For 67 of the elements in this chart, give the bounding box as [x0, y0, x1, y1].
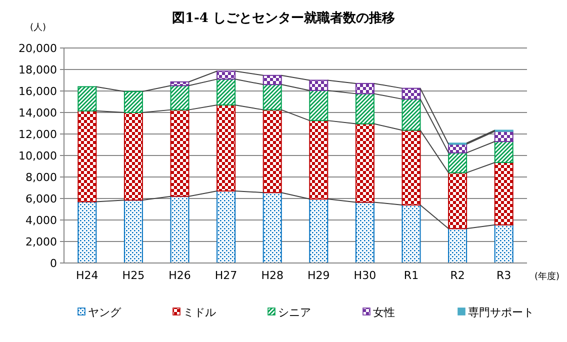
bar [170, 85, 190, 110]
legend-label: 専門サポート [468, 306, 534, 319]
bar [170, 109, 190, 197]
bar [124, 112, 143, 201]
x-tick-label: H29 [308, 269, 330, 282]
x-axis-title: (年度) [534, 271, 560, 282]
bar [309, 80, 328, 91]
y-tick-label: 18,000 [18, 64, 57, 76]
y-tick-label: 8,000 [26, 171, 57, 184]
y-tick-label: 2,000 [26, 236, 57, 248]
legend-label: ヤング [88, 306, 122, 319]
x-tick-label: H24 [76, 269, 98, 282]
y-tick-label: 20,000 [18, 42, 57, 55]
y-axis-title: (人) [30, 22, 46, 33]
bar [78, 110, 97, 202]
bar [170, 81, 190, 86]
y-tick-label: 6,000 [26, 192, 57, 206]
bar [448, 228, 468, 264]
bar [355, 123, 374, 203]
x-tick-label: H27 [214, 269, 238, 282]
bar [309, 90, 328, 122]
bar [494, 224, 514, 264]
chart-title: 図1-4 しごとセンター就職者数の推移 [172, 10, 396, 26]
bar [216, 104, 236, 192]
bar [402, 204, 421, 264]
bar [170, 196, 190, 264]
x-tick-label: H25 [122, 269, 145, 282]
bar [448, 152, 468, 174]
bar [355, 202, 374, 264]
x-tick-label: H30 [354, 269, 376, 282]
bar [124, 91, 143, 113]
bar [355, 93, 374, 124]
bar [494, 141, 514, 163]
bar [78, 86, 97, 112]
x-tick-label: R2 [450, 269, 465, 282]
bar [216, 190, 236, 264]
legend-label: 女性 [373, 306, 395, 319]
x-tick-label: H28 [261, 269, 284, 282]
y-tick-label: 4,000 [26, 214, 57, 227]
legend-label: シニア [278, 306, 311, 319]
y-tick-label: 12,000 [18, 128, 57, 141]
x-tick-label: H26 [168, 269, 191, 282]
y-tick-label: 0 [50, 257, 57, 270]
bar [402, 130, 421, 206]
bar [262, 84, 282, 110]
y-tick-label: 14,000 [18, 106, 57, 120]
bar [402, 98, 421, 131]
bar [262, 109, 282, 194]
bar [262, 192, 282, 264]
y-tick-label: 10,000 [18, 150, 57, 162]
bar [448, 172, 468, 230]
bar [262, 74, 282, 86]
bar [448, 144, 468, 154]
bar [309, 120, 328, 200]
x-tick-label: R3 [496, 269, 512, 282]
legend-label: ミドル [183, 306, 216, 319]
bar [494, 162, 514, 226]
bar [78, 201, 97, 264]
bar [216, 78, 236, 106]
bar [402, 88, 421, 100]
y-tick-label: 16,000 [18, 85, 57, 98]
bar [216, 70, 236, 80]
x-tick-label: R1 [404, 269, 419, 282]
bar [355, 82, 374, 94]
bar [124, 200, 143, 264]
bar [309, 198, 328, 264]
bar [494, 130, 514, 142]
